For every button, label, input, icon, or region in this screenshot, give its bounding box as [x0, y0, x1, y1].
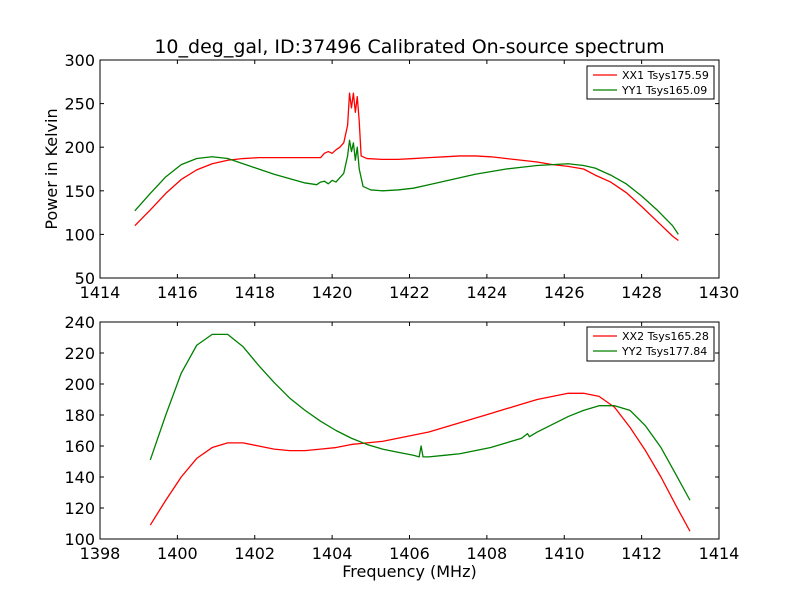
series-line-xx [134, 92, 679, 242]
y-tick-label: 220 [64, 344, 95, 363]
x-tick-label: 1410 [544, 544, 585, 563]
y-tick-label: 100 [64, 225, 95, 244]
y-tick-label: 100 [64, 530, 95, 549]
legend-box [586, 326, 715, 362]
chart-title: 10_deg_gal, ID:37496 Calibrated On-sourc… [154, 36, 664, 58]
legend-entry-label: XX2 Tsys165.28 [622, 330, 709, 343]
legend-entry-label: YY1 Tsys165.09 [621, 84, 707, 97]
x-tick-label: 1414 [80, 283, 121, 302]
y-tick-label: 200 [64, 375, 95, 394]
x-tick-label: 1420 [312, 283, 353, 302]
upper-plot: 1414 1416 1418 1420 1422 1424 1426 1428 1430 50 10… [42, 36, 739, 302]
lower-plot: 1398 1400 1402 1404 1406 1408 1410 1412 1414 100 1… [64, 313, 739, 581]
y-tick-label: 240 [64, 313, 95, 332]
series-line-yy [134, 139, 679, 235]
legend-entry-label: YY2 Tsys177.84 [621, 345, 707, 358]
x-tick-label: 1402 [234, 544, 275, 563]
y-tick-label: 160 [64, 437, 95, 456]
y-tick-label: 180 [64, 406, 95, 425]
x-tick-label: 1398 [80, 544, 121, 563]
x-tick-label: 1404 [312, 544, 353, 563]
legend-box [586, 65, 715, 100]
legend-entry-label: XX1 Tsys175.59 [622, 69, 709, 82]
x-tick-label: 1400 [157, 544, 198, 563]
x-axis-label: Frequency (MHz) [342, 562, 476, 581]
x-tick-label: 1412 [621, 544, 662, 563]
series-line-yy [149, 333, 691, 501]
x-tick-label: 1418 [234, 283, 275, 302]
y-tick-label: 300 [64, 51, 95, 70]
x-tick-label: 1408 [467, 544, 508, 563]
y-tick-label: 140 [64, 468, 95, 487]
x-tick-label: 1422 [389, 283, 430, 302]
y-tick-label: 250 [64, 95, 95, 114]
x-tick-label: 1428 [621, 283, 662, 302]
x-tick-label: 1430 [699, 283, 740, 302]
y-tick-label: 200 [64, 138, 95, 157]
x-tick-label: 1426 [544, 283, 585, 302]
y-axis-label: Power in Kelvin [42, 108, 61, 229]
y-tick-label: 50 [75, 269, 95, 288]
y-tick-label: 150 [64, 182, 95, 201]
x-tick-label: 1424 [467, 283, 508, 302]
x-tick-label: 1416 [157, 283, 198, 302]
x-tick-label: 1406 [389, 544, 430, 563]
y-tick-label: 120 [64, 499, 95, 518]
x-tick-label: 1414 [699, 544, 740, 563]
series-line-xx [149, 392, 691, 532]
